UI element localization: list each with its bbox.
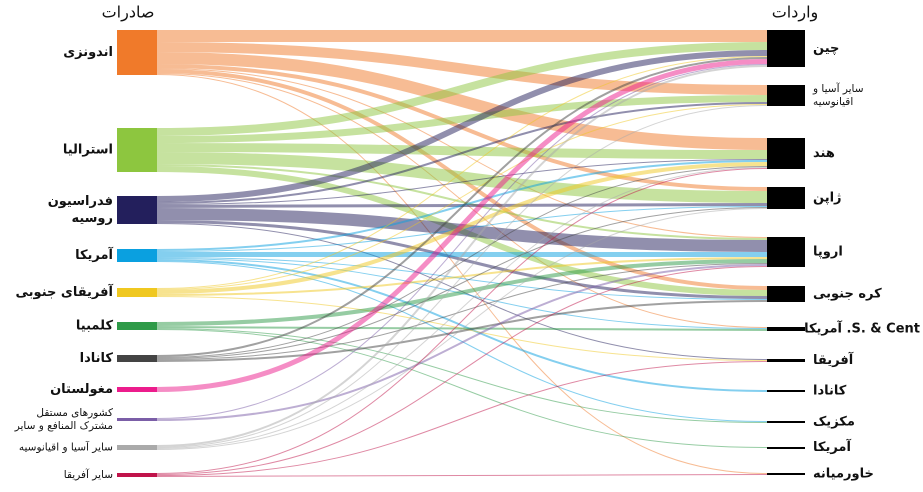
target-node — [767, 390, 805, 392]
target-node — [767, 85, 805, 106]
flow-link — [156, 52, 768, 150]
flow-link — [156, 102, 768, 204]
node-label: روسیه — [71, 211, 113, 226]
flow-link — [156, 329, 768, 448]
target-node — [767, 359, 805, 362]
flow-link — [156, 167, 768, 449]
node-label: آمریکا — [75, 246, 113, 263]
source-node — [117, 387, 157, 392]
links — [156, 29, 768, 477]
node-label: مشترک المنافع و سایر — [14, 420, 113, 432]
flow-link — [156, 160, 768, 251]
flow-link — [156, 166, 768, 358]
flow-link — [156, 42, 768, 136]
flow-link — [156, 74, 768, 474]
node-label: اندونزی — [63, 45, 113, 60]
flow-link — [156, 64, 768, 419]
flow-link — [156, 264, 768, 421]
node-label: اروپا — [813, 245, 843, 260]
node-label: کلمبیا — [76, 319, 114, 334]
flow-link — [156, 257, 768, 300]
flow-link — [156, 208, 768, 450]
source-node — [117, 418, 157, 421]
flow-link — [156, 300, 768, 362]
target-node — [767, 30, 805, 67]
flow-link — [156, 104, 768, 290]
target-node — [767, 187, 805, 209]
source-title: صادرات — [102, 3, 155, 23]
flow-link — [156, 266, 768, 475]
node-label: آفریقای جنوبی — [16, 283, 114, 300]
flow-link — [156, 42, 768, 95]
flow-link — [156, 259, 768, 392]
node-label: مکزیک — [813, 415, 855, 430]
flow-link — [156, 143, 768, 159]
node-label: آمریکا — [813, 438, 851, 455]
flow-link — [156, 50, 768, 202]
flow-link — [156, 73, 768, 328]
flow-link — [156, 164, 768, 240]
source-node — [117, 355, 157, 362]
target-node — [767, 286, 805, 302]
node-label: سایر آفریقا — [64, 468, 113, 481]
node-label: چین — [813, 41, 839, 56]
flow-link — [156, 168, 768, 474]
target-node — [767, 138, 805, 169]
node-label: کره جنوبی — [813, 287, 882, 302]
node-label: ژاپن — [813, 191, 842, 206]
flow-link — [156, 57, 768, 357]
source-node — [117, 473, 157, 477]
source-node — [117, 128, 157, 172]
node-label: کانادا — [813, 384, 847, 399]
flow-link — [156, 259, 768, 326]
flow-link — [156, 152, 768, 203]
node-label: استرالیا — [63, 143, 113, 158]
target-node — [767, 327, 805, 331]
source-node — [117, 196, 157, 224]
flow-link — [156, 361, 768, 476]
source-node — [117, 30, 157, 75]
flow-link — [156, 65, 768, 447]
flow-link — [156, 207, 768, 359]
flow-link — [156, 474, 768, 477]
flow-link — [156, 263, 768, 360]
node-label: فدراسیون — [48, 194, 113, 209]
target-node — [767, 237, 805, 267]
target-node — [767, 421, 805, 423]
node-label: هند — [813, 146, 835, 161]
node-label: اقیانوسیه — [813, 96, 853, 108]
flow-link — [156, 95, 768, 143]
node-label: S. & Cent. آمریکا — [804, 320, 920, 337]
node-label: سایر آسیا و اقیانوسیه — [19, 441, 113, 454]
node-label: کشورهای مستقل — [36, 407, 113, 419]
target-title: واردات — [772, 3, 819, 23]
flow-link — [156, 56, 768, 289]
node-label: خاورمیانه — [813, 467, 874, 482]
node-label: مغولستان — [50, 382, 113, 397]
target-node — [767, 447, 805, 449]
flow-link — [156, 105, 768, 448]
flow-link — [156, 159, 768, 205]
flow-link — [156, 220, 768, 299]
source-node — [117, 322, 157, 330]
source-node — [117, 445, 157, 450]
node-label: آفریقا — [813, 351, 854, 368]
flow-link — [156, 59, 768, 392]
node-label: سایر آسیا و — [812, 82, 864, 95]
node-label: کانادا — [80, 351, 114, 366]
flow-link — [156, 328, 768, 423]
source-node — [117, 249, 157, 262]
source-node — [117, 288, 157, 297]
target-node — [767, 473, 805, 475]
